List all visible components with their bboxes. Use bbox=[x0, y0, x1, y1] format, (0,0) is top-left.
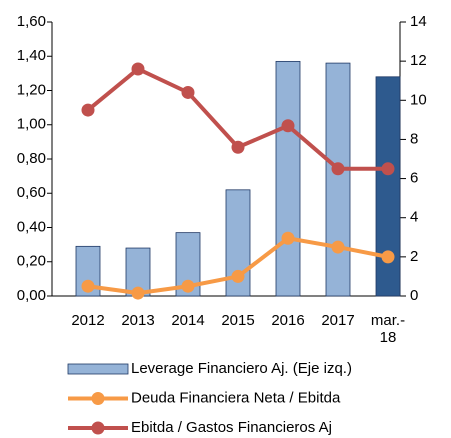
marker bbox=[81, 103, 95, 117]
x-tick-label: 2013 bbox=[121, 312, 155, 329]
y2-tick-label: 8 bbox=[410, 130, 418, 147]
y2-tick-label: 10 bbox=[410, 91, 427, 108]
marker bbox=[331, 162, 345, 176]
marker bbox=[81, 279, 95, 293]
y-tick-label: 0,00 bbox=[17, 287, 46, 304]
x-tick-label: 2017 bbox=[321, 312, 355, 329]
marker bbox=[231, 140, 245, 154]
x-tick-label: 2014 bbox=[171, 312, 205, 329]
legend-marker bbox=[91, 392, 105, 405]
bar bbox=[275, 60, 301, 297]
marker bbox=[131, 62, 145, 76]
y-tick-label: 0,80 bbox=[17, 150, 46, 167]
marker bbox=[381, 250, 395, 264]
marker bbox=[381, 162, 395, 176]
y2-tick-label: 6 bbox=[410, 170, 418, 187]
legend-marker bbox=[91, 421, 105, 435]
marker bbox=[281, 119, 295, 133]
bar bbox=[325, 62, 351, 297]
x-tick-label: 2012 bbox=[71, 312, 105, 329]
x-tick-label: 2016 bbox=[271, 312, 305, 329]
y-tick-label: 0,40 bbox=[17, 218, 46, 235]
y2-tick-label: 12 bbox=[410, 52, 427, 69]
y2-tick-label: 4 bbox=[410, 209, 418, 226]
marker bbox=[281, 231, 295, 245]
x-tick-label: mar.- 18 bbox=[370, 312, 406, 346]
y2-tick-label: 0 bbox=[410, 287, 418, 304]
legend-swatch bbox=[67, 363, 129, 375]
marker bbox=[331, 240, 345, 254]
marker bbox=[181, 85, 195, 99]
marker bbox=[231, 269, 245, 283]
marker bbox=[181, 279, 195, 293]
legend-label: Leverage Financiero Aj. (Eje izq.) bbox=[131, 360, 352, 377]
y-tick-label: 1,20 bbox=[17, 81, 46, 98]
y-tick-label: 1,00 bbox=[17, 116, 46, 133]
marker bbox=[131, 286, 145, 300]
legend-label: Deuda Financiera Neta / Ebitda bbox=[131, 389, 341, 406]
y2-tick-label: 14 bbox=[410, 13, 427, 30]
x-tick-label: 2015 bbox=[221, 312, 255, 329]
y-tick-label: 1,40 bbox=[17, 47, 46, 64]
y-tick-label: 0,60 bbox=[17, 184, 46, 201]
y-tick-label: 1,60 bbox=[17, 13, 46, 30]
y2-tick-label: 2 bbox=[410, 248, 418, 265]
legend-label: Ebitda / Gastos Financieros Aj bbox=[131, 419, 332, 436]
y-tick-label: 0,20 bbox=[17, 253, 46, 270]
